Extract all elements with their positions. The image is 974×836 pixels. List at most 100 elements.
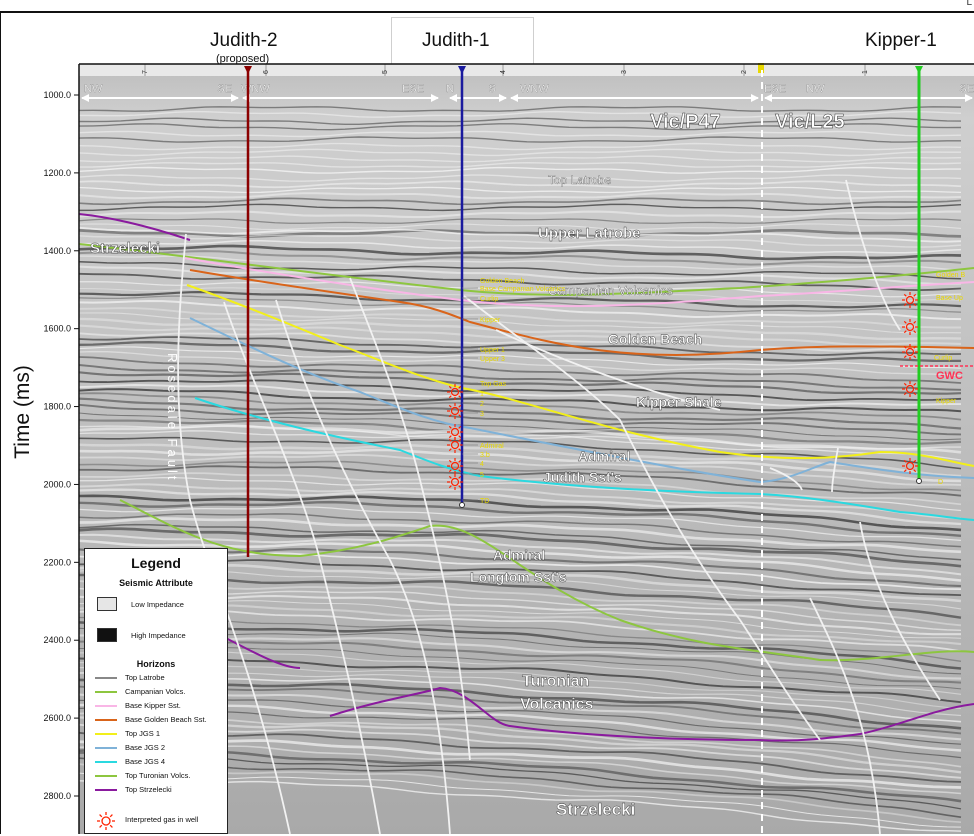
reflector-line — [79, 317, 962, 341]
y-tick-label: 2000.0 — [43, 479, 71, 489]
legend-horizon-line — [95, 775, 117, 777]
horizon-line — [79, 213, 191, 241]
gas-symbol-icon — [447, 437, 463, 453]
reflector-line — [79, 523, 962, 561]
top-ruler-strip — [79, 64, 974, 76]
reflector-line — [79, 148, 961, 157]
reflector-line — [79, 312, 962, 334]
reflector-line — [79, 460, 962, 492]
y-tick-label: 1800.0 — [43, 402, 71, 412]
legend-horizon-line — [95, 761, 117, 763]
direction-label: SE — [217, 83, 232, 95]
label-admiral-longtom-2: Longtom Sst's — [470, 569, 567, 585]
gas-symbol-icon — [902, 292, 918, 308]
fault-line — [223, 301, 381, 834]
legend-horizon-label: Top Strzelecki — [125, 785, 172, 794]
reflector-line — [79, 448, 962, 483]
reflector-line — [79, 123, 962, 131]
reflector-line — [79, 197, 962, 206]
direction-label: S — [489, 83, 496, 95]
gas-symbol-icon — [902, 458, 918, 474]
kipper-1-well-tops: Golden B Base Up Curlip GWC Kipper D — [934, 272, 966, 486]
ruler-label: 4 — [500, 70, 507, 74]
direction-arrow-head — [499, 94, 507, 102]
label-top-latrobe: Top Latrobe — [548, 173, 612, 187]
direction-arrow-head — [965, 94, 973, 102]
legend: Legend Seismic Attribute Low Impedance H… — [84, 548, 228, 834]
well-top-label: TD — [480, 498, 489, 505]
well-top-label: 3.b — [480, 452, 490, 459]
reflector-line — [79, 513, 962, 548]
reflector-line — [79, 379, 962, 402]
legend-horizon-item: Top Strzelecki — [95, 785, 225, 795]
judith-1-label-box — [391, 17, 534, 66]
reflector-line — [79, 136, 961, 143]
well-label-judith-1: Judith-1 — [422, 30, 490, 51]
well-top-label: Golden Beach — [480, 278, 524, 285]
reflector-line — [79, 506, 962, 542]
reflector-line — [79, 272, 962, 292]
y-tick-label: 2800.0 — [43, 791, 71, 801]
label-strzelecki-top: Strzelecki — [90, 240, 160, 257]
corner-mark: L — [966, 0, 972, 8]
legend-horizon-label: Base JGS 2 — [125, 743, 166, 752]
label-strzelecki-bottom: Strzelecki — [556, 800, 635, 819]
reflector-line — [79, 500, 962, 538]
reflector-line — [79, 443, 962, 478]
reflector-line — [79, 186, 962, 194]
reflector-line — [79, 226, 962, 243]
direction-label: NW — [806, 83, 825, 95]
reflector-line — [79, 255, 962, 272]
reflector-line — [79, 336, 962, 357]
direction-label: N — [446, 83, 454, 95]
fault-line — [845, 179, 901, 331]
reflector-line — [79, 412, 962, 441]
reflector-line — [79, 364, 962, 391]
well-top-label: Golden B — [936, 272, 966, 279]
label-permit-vic-l25: Vic/L25 — [775, 111, 845, 133]
legend-horizon-item: Campanian Volcs. — [95, 687, 225, 697]
reflector-line — [79, 174, 962, 182]
reflector-line — [79, 430, 962, 461]
judith-2-well-head — [244, 66, 252, 74]
legend-horizon-item: Top JGS 1 — [95, 729, 225, 739]
reflector-line — [79, 166, 961, 174]
reflector-line — [79, 218, 962, 224]
reflector-line — [79, 324, 962, 346]
reflector-line — [79, 250, 962, 266]
reflector-line — [79, 260, 962, 280]
legend-high-impedance-label: High Impedance — [131, 631, 186, 640]
reflector-line — [79, 403, 962, 436]
well-sublabel-judith-2: (proposed) — [216, 53, 270, 65]
legend-horizons-title: Horizons — [136, 659, 176, 669]
reflector-line — [79, 244, 962, 261]
ruler-label: 3 — [621, 70, 628, 74]
reflector-line — [79, 223, 962, 231]
legend-horizon-line — [95, 677, 117, 679]
outer-frame — [0, 11, 974, 834]
direction-arrow-head — [751, 94, 759, 102]
legend-horizon-label: Base JGS 4 — [125, 757, 166, 766]
well-label-kipper-1: Kipper-1 — [865, 30, 937, 51]
y-axis-ticks: 1000.0 1200.0 1400.0 1600.0 1800.0 2000.0 2200… — [43, 90, 79, 801]
reflector-line — [79, 290, 962, 309]
direction-label: ESE — [764, 83, 786, 95]
legend-horizon-item: Base JGS 2 — [95, 743, 225, 753]
reflector-line — [79, 346, 962, 369]
direction-label: WNW — [241, 83, 270, 95]
reflector-line — [79, 110, 962, 118]
legend-horizon-item: Base Kipper Sst. — [95, 701, 225, 711]
y-tick-label: 2400.0 — [43, 635, 71, 645]
well-top-label: 1 — [480, 391, 484, 398]
gas-symbol-icon — [97, 812, 115, 830]
legend-gas-item: Interpreted gas in well — [95, 811, 198, 836]
reflector-line — [79, 494, 962, 532]
horizon-line — [79, 243, 974, 296]
fault-line — [831, 447, 839, 493]
reflector-line — [79, 287, 962, 304]
reflector-line — [79, 476, 962, 512]
horizon-line — [119, 499, 974, 662]
legend-horizon-label: Top Latrobe — [125, 673, 165, 682]
